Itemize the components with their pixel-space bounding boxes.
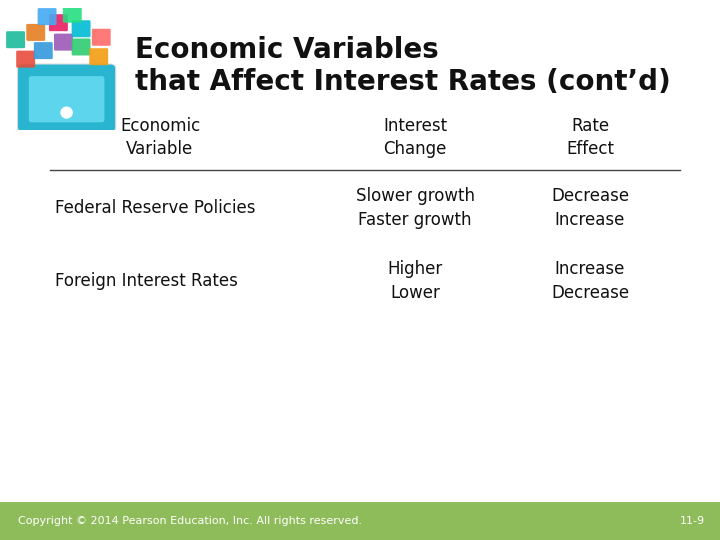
Text: 11-9: 11-9	[680, 516, 705, 526]
Text: that Affect Interest Rates (cont’d): that Affect Interest Rates (cont’d)	[135, 68, 671, 96]
FancyBboxPatch shape	[34, 42, 53, 59]
FancyBboxPatch shape	[27, 24, 45, 41]
FancyBboxPatch shape	[72, 38, 91, 56]
FancyBboxPatch shape	[89, 48, 108, 65]
FancyBboxPatch shape	[54, 33, 73, 51]
Text: Increase
Decrease: Increase Decrease	[551, 260, 629, 302]
FancyBboxPatch shape	[16, 51, 35, 68]
FancyBboxPatch shape	[91, 29, 111, 46]
Text: Foreign Interest Rates: Foreign Interest Rates	[55, 272, 238, 290]
Text: Economic
Variable: Economic Variable	[120, 117, 200, 159]
FancyBboxPatch shape	[37, 8, 56, 25]
Text: Copyright © 2014 Pearson Education, Inc. All rights reserved.: Copyright © 2014 Pearson Education, Inc.…	[18, 516, 362, 526]
FancyBboxPatch shape	[17, 64, 116, 132]
FancyBboxPatch shape	[29, 76, 104, 122]
FancyBboxPatch shape	[49, 14, 68, 31]
Text: Federal Reserve Policies: Federal Reserve Policies	[55, 199, 256, 217]
Text: Higher
Lower: Higher Lower	[387, 260, 443, 302]
FancyBboxPatch shape	[63, 6, 82, 23]
Text: Interest
Change: Interest Change	[383, 117, 447, 159]
FancyBboxPatch shape	[72, 20, 91, 37]
Bar	[0, 502, 720, 540]
Text: Rate
Effect: Rate Effect	[566, 117, 614, 159]
Text: Slower growth
Faster growth: Slower growth Faster growth	[356, 187, 474, 229]
Text: Economic Variables: Economic Variables	[135, 36, 438, 64]
FancyBboxPatch shape	[6, 31, 25, 48]
Text: Decrease
Increase: Decrease Increase	[551, 187, 629, 229]
Circle shape	[60, 106, 73, 119]
